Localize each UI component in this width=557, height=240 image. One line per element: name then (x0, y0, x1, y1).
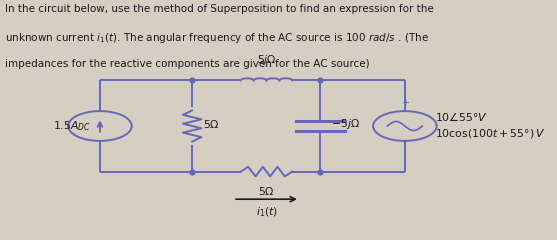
Text: $i_1(t)$: $i_1(t)$ (256, 205, 277, 219)
Text: $1.5A_{DC}$: $1.5A_{DC}$ (53, 119, 91, 133)
Text: $-5j\Omega$: $-5j\Omega$ (330, 117, 359, 131)
Text: $5\Omega$: $5\Omega$ (258, 185, 275, 197)
Text: impedances for the reactive components are given for the AC source): impedances for the reactive components a… (5, 59, 370, 69)
Text: $10\angle55°\mathit{V}$: $10\angle55°\mathit{V}$ (434, 110, 487, 123)
Text: $5j\Omega$: $5j\Omega$ (257, 53, 276, 67)
Text: In the circuit below, use the method of Superposition to find an expression for : In the circuit below, use the method of … (5, 4, 434, 14)
Text: +: + (401, 98, 409, 108)
Text: unknown current $i_1(t)$. The angular frequency of the AC source is 100 $\it{rad: unknown current $i_1(t)$. The angular fr… (5, 31, 429, 45)
Text: $10\cos(100t + 55°)\,V$: $10\cos(100t + 55°)\,V$ (434, 127, 545, 140)
Text: $5\Omega$: $5\Omega$ (203, 118, 220, 130)
